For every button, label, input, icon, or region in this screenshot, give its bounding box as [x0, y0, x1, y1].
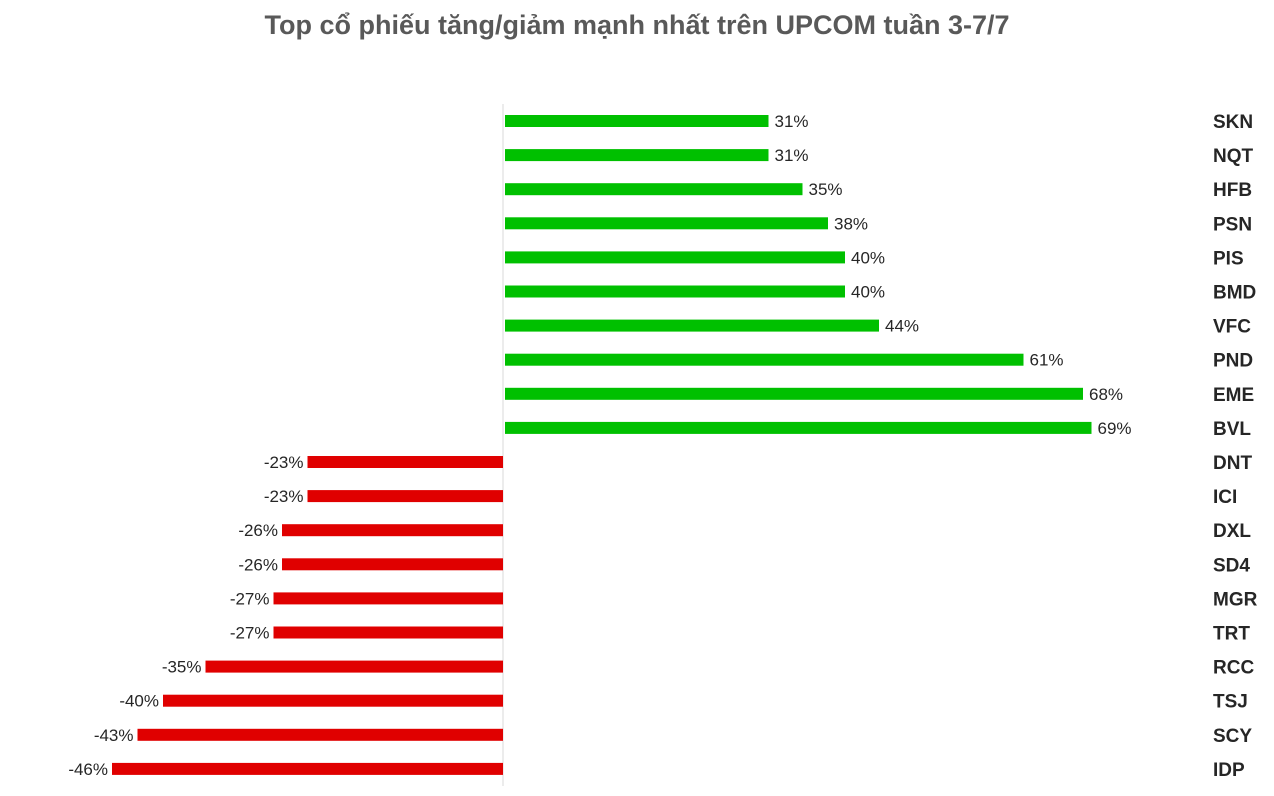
bar-vfc: [505, 319, 879, 332]
category-label-pnd: PND: [1213, 351, 1253, 372]
value-label-tsj: -40%: [119, 692, 159, 711]
value-label-rcc: -35%: [162, 658, 202, 677]
category-label-nqt: NQT: [1213, 146, 1254, 167]
chart-title: Top cổ phiếu tăng/giảm mạnh nhất trên UP…: [264, 10, 1010, 40]
bar-nqt: [505, 149, 769, 162]
category-label-sd4: SD4: [1213, 555, 1250, 576]
bar-dxl: [282, 524, 503, 537]
value-label-bmd: 40%: [851, 283, 885, 302]
bar-idp: [112, 762, 503, 775]
category-label-idp: IDP: [1213, 760, 1245, 781]
bar-pnd: [505, 353, 1024, 366]
bar-trt: [273, 626, 503, 639]
bar-tsj: [163, 694, 503, 707]
bar-bmd: [505, 285, 845, 298]
value-label-scy: -43%: [94, 726, 134, 745]
bar-hfb: [505, 183, 803, 196]
category-label-hfb: HFB: [1213, 180, 1252, 201]
category-label-skn: SKN: [1213, 112, 1253, 133]
bars-group: [112, 115, 1092, 775]
bar-dnt: [307, 456, 503, 468]
bar-ici: [307, 490, 503, 503]
category-label-pis: PIS: [1213, 248, 1244, 269]
category-label-dnt: DNT: [1213, 453, 1252, 474]
value-label-psn: 38%: [834, 214, 868, 233]
bar-skn: [505, 115, 769, 127]
category-label-bmd: BMD: [1213, 283, 1256, 304]
value-label-pnd: 61%: [1030, 351, 1064, 370]
value-label-skn: 31%: [775, 112, 809, 131]
category-label-eme: EME: [1213, 385, 1254, 406]
category-label-vfc: VFC: [1213, 317, 1251, 338]
bar-scy: [137, 728, 503, 741]
value-label-trt: -27%: [230, 624, 270, 643]
bar-sd4: [282, 558, 503, 571]
category-label-bvl: BVL: [1213, 419, 1251, 440]
category-label-ici: ICI: [1213, 487, 1237, 508]
bar-pis: [505, 251, 845, 264]
category-label-rcc: RCC: [1213, 658, 1254, 679]
value-label-mgr: -27%: [230, 589, 270, 608]
bar-rcc: [205, 660, 503, 673]
category-label-trt: TRT: [1213, 624, 1250, 645]
category-label-psn: PSN: [1213, 214, 1252, 235]
category-label-mgr: MGR: [1213, 589, 1258, 610]
bar-mgr: [273, 592, 503, 605]
bar-psn: [505, 217, 828, 230]
category-label-tsj: TSJ: [1213, 692, 1248, 713]
value-label-ici: -23%: [264, 487, 304, 506]
value-label-dxl: -26%: [238, 521, 278, 540]
value-label-eme: 68%: [1089, 385, 1123, 404]
value-label-dnt: -23%: [264, 453, 304, 472]
bar-bvl: [505, 421, 1092, 434]
value-label-hfb: 35%: [809, 180, 843, 199]
value-label-pis: 40%: [851, 248, 885, 267]
value-label-idp: -46%: [68, 760, 108, 779]
value-label-vfc: 44%: [885, 317, 919, 336]
value-label-sd4: -26%: [238, 555, 278, 574]
category-label-dxl: DXL: [1213, 521, 1251, 542]
category-label-scy: SCY: [1213, 726, 1252, 747]
value-label-bvl: 69%: [1098, 419, 1132, 438]
bar-eme: [505, 387, 1083, 400]
category-labels-group: SKN NQT HFB PSN PIS BMD VFC PND EME BVL DNT ICI DXL S…: [1213, 112, 1258, 781]
value-label-nqt: 31%: [775, 146, 809, 165]
value-labels-group: 31%31%35%38%40%40%44%61%68%69%-23%-23%-2…: [68, 112, 1131, 779]
